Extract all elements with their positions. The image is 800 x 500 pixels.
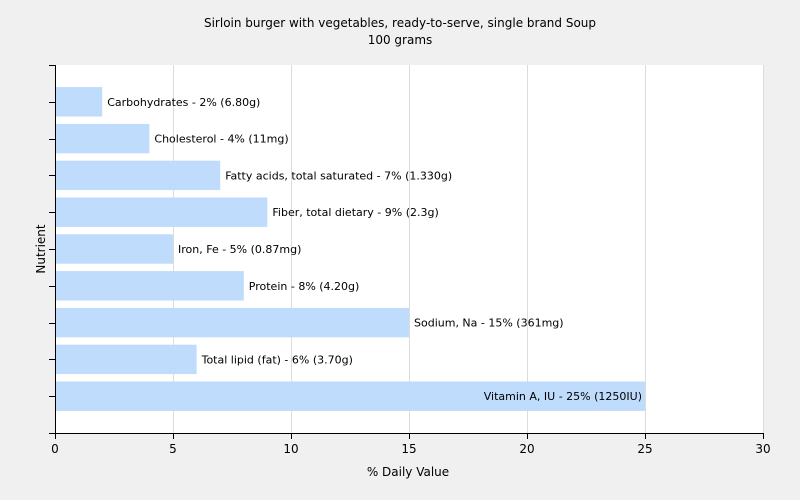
bar-label: Total lipid (fat) - 6% (3.70g) — [201, 353, 353, 366]
y-axis-label: Nutrient — [34, 224, 48, 274]
chart-title: Sirloin burger with vegetables, ready-to… — [204, 16, 596, 30]
bar-label: Fiber, total dietary - 9% (2.3g) — [272, 206, 438, 219]
bar — [55, 234, 173, 264]
bar-label: Vitamin A, IU - 25% (1250IU) — [484, 390, 642, 403]
grid-layer — [173, 65, 764, 433]
bar — [55, 87, 103, 117]
bar — [55, 307, 409, 338]
bar — [55, 160, 221, 191]
axis-layer: 0 5 10 15 20 25 30 — [49, 65, 771, 456]
bar — [55, 381, 645, 411]
x-tick-label: 25 — [637, 442, 652, 456]
bar-label: Protein - 8% (4.20g) — [249, 280, 360, 293]
bar — [55, 197, 268, 227]
bar-label: Iron, Fe - 5% (0.87mg) — [178, 243, 301, 256]
bar — [55, 123, 150, 154]
bar — [55, 344, 197, 375]
x-tick-label: 5 — [169, 442, 177, 456]
bars-layer: Carbohydrates - 2% (6.80g) Cholesterol - … — [55, 87, 645, 411]
x-tick-label: 30 — [755, 442, 770, 456]
bar-label: Cholesterol - 4% (11mg) — [154, 133, 288, 146]
x-tick-label: 15 — [401, 442, 416, 456]
x-tick-label: 0 — [51, 442, 59, 456]
x-axis-label: % Daily Value — [367, 465, 449, 479]
bar-label: Fatty acids, total saturated - 7% (1.330… — [225, 169, 452, 182]
bar-label: Sodium, Na - 15% (361mg) — [414, 317, 564, 330]
bar-label: Carbohydrates - 2% (6.80g) — [107, 96, 260, 109]
chart-subtitle: 100 grams — [368, 33, 433, 47]
x-tick-label: 20 — [519, 442, 534, 456]
x-tick-label: 10 — [283, 442, 298, 456]
bar — [55, 271, 244, 301]
